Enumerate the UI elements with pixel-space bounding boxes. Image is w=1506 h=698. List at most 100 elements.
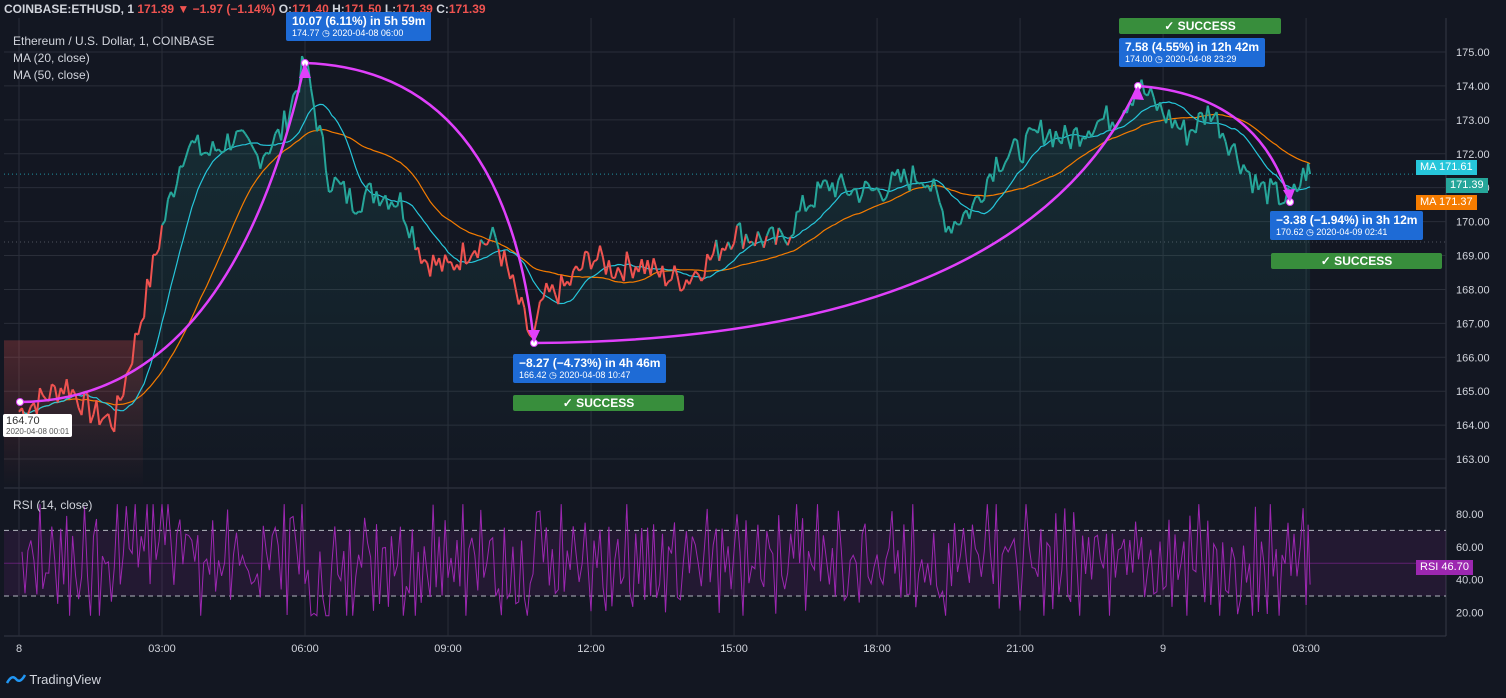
price-segment bbox=[1307, 163, 1312, 175]
price-segment bbox=[1239, 164, 1245, 175]
measure-callout-4[interactable]: −3.38 (−1.94%) in 3h 12m 170.62 ◷ 2020-0… bbox=[1270, 211, 1424, 240]
price-segment bbox=[119, 394, 125, 402]
price-segment bbox=[551, 284, 557, 295]
price-segment bbox=[935, 189, 941, 203]
price-area-fill bbox=[19, 56, 1311, 488]
price-segment bbox=[861, 180, 867, 195]
price-segment bbox=[1281, 201, 1286, 205]
price-segment bbox=[330, 176, 336, 192]
arc-arrowhead bbox=[299, 63, 311, 78]
price-segment bbox=[184, 147, 190, 158]
price-segment bbox=[441, 254, 447, 272]
price-segment bbox=[847, 193, 851, 197]
price-segment bbox=[1182, 119, 1188, 146]
price-segment bbox=[664, 280, 670, 287]
price-segment bbox=[560, 274, 566, 287]
rsi-tick-label: 80.00 bbox=[1456, 509, 1484, 521]
price-segment bbox=[390, 201, 396, 208]
price-segment bbox=[348, 188, 354, 212]
price-segment bbox=[65, 379, 71, 399]
price-segment bbox=[617, 266, 622, 274]
price-segment bbox=[363, 184, 369, 196]
price-segment bbox=[479, 239, 485, 245]
price-segment bbox=[578, 267, 583, 272]
tradingview-brand[interactable]: TradingView bbox=[5, 672, 101, 687]
price-segment bbox=[599, 245, 604, 258]
price-segment bbox=[670, 265, 676, 280]
price-segment bbox=[998, 169, 1003, 173]
rsi-tick-label: 20.00 bbox=[1456, 607, 1484, 619]
price-segment bbox=[467, 254, 473, 262]
price-segment bbox=[613, 267, 619, 279]
price-segment bbox=[762, 235, 768, 248]
price-segment bbox=[834, 180, 840, 198]
chart-title: Ethereum / U.S. Dollar, 1, COINBASE bbox=[13, 34, 215, 48]
ma50-legend[interactable]: MA (50, close) bbox=[13, 68, 90, 82]
price-segment bbox=[1001, 162, 1007, 171]
price-segment bbox=[607, 260, 613, 278]
price-segment bbox=[1013, 137, 1018, 142]
price-segment bbox=[423, 258, 428, 264]
price-segment bbox=[140, 316, 145, 323]
callout-3-change: 7.58 (4.55%) in 12h 42m bbox=[1125, 40, 1260, 54]
price-segment bbox=[324, 170, 330, 193]
price-segment bbox=[203, 151, 207, 155]
price-segment bbox=[1174, 119, 1179, 129]
price-segment bbox=[929, 178, 935, 192]
callout-4-change: −3.38 (−1.94%) in 3h 12m bbox=[1276, 213, 1418, 227]
price-segment bbox=[253, 149, 259, 156]
price-segment bbox=[1042, 136, 1048, 146]
price-segment bbox=[1209, 115, 1215, 123]
price-segment bbox=[843, 184, 849, 195]
ma50-price-tag: MA 171.37 bbox=[1416, 195, 1477, 210]
measure-callout-3[interactable]: 7.58 (4.55%) in 12h 42m 174.00 ◷ 2020-04… bbox=[1119, 38, 1266, 67]
price-segment bbox=[700, 276, 706, 282]
y-tick-label: 175.00 bbox=[1456, 47, 1490, 59]
price-segment bbox=[292, 90, 297, 96]
price-segment bbox=[950, 221, 956, 234]
measure-callout-1[interactable]: 10.07 (6.11%) in 5h 59m 174.77 ◷ 2020-04… bbox=[286, 12, 432, 41]
start-price-label: 164.70 2020-04-08 00:01 bbox=[3, 414, 73, 437]
price-segment bbox=[1090, 129, 1096, 138]
price-segment bbox=[611, 276, 616, 280]
price-segment bbox=[172, 183, 178, 198]
price-segment bbox=[196, 134, 202, 156]
price-segment bbox=[992, 156, 998, 182]
price-segment bbox=[1203, 105, 1209, 125]
measure-arc bbox=[533, 85, 1140, 345]
price-segment bbox=[268, 145, 274, 155]
tradingview-logo-icon bbox=[5, 673, 27, 685]
rsi-line bbox=[21, 504, 1311, 617]
price-segment bbox=[161, 220, 166, 226]
price-segment bbox=[682, 279, 688, 290]
price-segment bbox=[786, 236, 792, 246]
price-segment bbox=[1251, 174, 1257, 194]
price-segment bbox=[539, 297, 545, 303]
price-segment bbox=[399, 192, 405, 220]
price-segment bbox=[915, 180, 920, 185]
price-segment bbox=[143, 278, 149, 318]
price-segment bbox=[697, 273, 703, 282]
price-segment bbox=[1293, 183, 1298, 193]
price-segment bbox=[503, 250, 509, 267]
measure-callout-2[interactable]: −8.27 (−4.73%) in 4h 46m 166.42 ◷ 2020-0… bbox=[513, 354, 667, 383]
price-segment bbox=[876, 187, 881, 194]
rsi-legend[interactable]: RSI (14, close) bbox=[13, 498, 93, 512]
price-segment bbox=[1185, 130, 1191, 146]
price-segment bbox=[211, 141, 217, 152]
price-segment bbox=[417, 247, 423, 264]
symbol-name: COINBASE:ETHUSD, 1 bbox=[4, 2, 135, 16]
price-segment bbox=[289, 95, 295, 112]
ma20-legend[interactable]: MA (20, close) bbox=[13, 51, 90, 65]
price-segment bbox=[450, 261, 455, 271]
price-segment bbox=[911, 165, 917, 182]
price-segment bbox=[491, 226, 497, 238]
price-segment bbox=[691, 270, 697, 278]
price-segment bbox=[1152, 97, 1158, 111]
price-segment bbox=[241, 129, 247, 135]
price-segment bbox=[557, 274, 563, 305]
price-segment bbox=[89, 414, 95, 424]
price-segment bbox=[801, 194, 807, 212]
price-segment bbox=[334, 176, 339, 182]
